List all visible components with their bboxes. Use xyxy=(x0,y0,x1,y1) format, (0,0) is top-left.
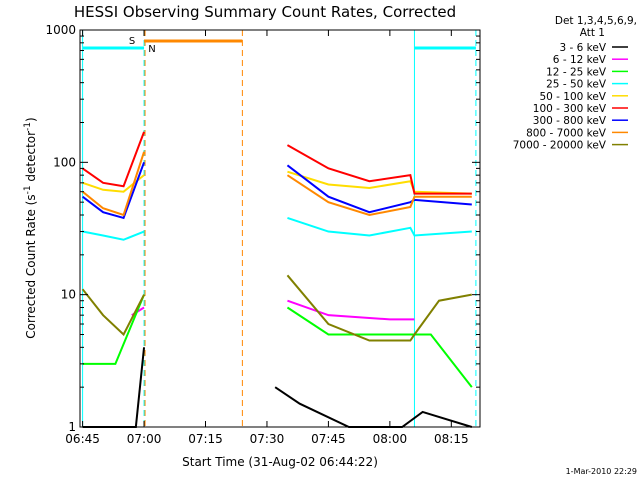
y-tick-label-1: 10 xyxy=(61,288,76,302)
chart-title: HESSI Observing Summary Count Rates, Cor… xyxy=(74,3,456,21)
plot-area: SN xyxy=(81,30,477,428)
legend-label-4: 50 - 100 keV xyxy=(539,91,606,103)
series-2-line-0 xyxy=(82,294,145,365)
legend-label-2: 12 - 25 keV xyxy=(546,66,607,78)
legend-label-8: 7000 - 20000 keV xyxy=(513,140,607,152)
x-tick-label-0: 06:45 xyxy=(65,432,100,446)
legend-label-7: 800 - 7000 keV xyxy=(526,127,607,139)
legend-label-5: 100 - 300 keV xyxy=(533,103,607,115)
x-tick-label-3: 07:30 xyxy=(250,432,285,446)
x-tick-label-5: 08:00 xyxy=(373,432,408,446)
series-6-line-0 xyxy=(81,161,145,220)
series-7-line-1 xyxy=(286,174,472,217)
series-0-line-0 xyxy=(82,347,146,428)
series-5-line-0 xyxy=(82,131,145,188)
series-3-line-0 xyxy=(82,230,145,241)
x-tick-label-4: 07:45 xyxy=(311,432,346,446)
y-tick-label-2: 100 xyxy=(53,155,76,169)
legend-label-0: 3 - 6 keV xyxy=(559,42,606,54)
annotation-s: S xyxy=(129,36,135,47)
x-axis-label: Start Time (31-Aug-02 06:44:22) xyxy=(182,455,378,469)
legend-header-2: Att 1 xyxy=(580,27,605,39)
series-2-line-1 xyxy=(286,306,473,388)
x-tick-label-6: 08:15 xyxy=(434,432,469,446)
series-5-line-1 xyxy=(286,144,472,195)
series-6-line-1 xyxy=(286,164,472,214)
legend-header-1: Det 1,3,4,5,6,9, xyxy=(555,15,637,27)
timestamp: 1-Mar-2010 22:29 xyxy=(566,467,637,476)
legend-label-3: 25 - 50 keV xyxy=(546,79,607,91)
plot-frame xyxy=(79,29,481,428)
y-axis-label: Corrected Count Rate (s-1 detector-1) xyxy=(23,117,38,338)
series-0-line-1 xyxy=(274,386,473,428)
x-tick-label-1: 07:00 xyxy=(127,432,162,446)
series-8-line-1 xyxy=(286,274,472,342)
legend-label-1: 6 - 12 keV xyxy=(553,54,607,66)
y-axis: 1 10 100 1000 xyxy=(45,23,480,434)
y-tick-label-3: 1000 xyxy=(45,23,76,37)
series-3-line-1 xyxy=(287,216,472,237)
y-tick-label-0: 1 xyxy=(68,420,76,434)
x-tick-label-2: 07:15 xyxy=(188,432,223,446)
annotation-n: N xyxy=(148,44,155,55)
series-4-line-1 xyxy=(287,170,472,195)
legend-label-6: 300 - 800 keV xyxy=(533,115,607,127)
series-1-line-1 xyxy=(287,299,415,321)
series-7-line-0 xyxy=(81,151,146,217)
x-axis: 06:45 07:00 07:15 07:30 07:45 08:00 08:15 xyxy=(65,30,469,446)
series-8-line-0 xyxy=(81,288,145,337)
